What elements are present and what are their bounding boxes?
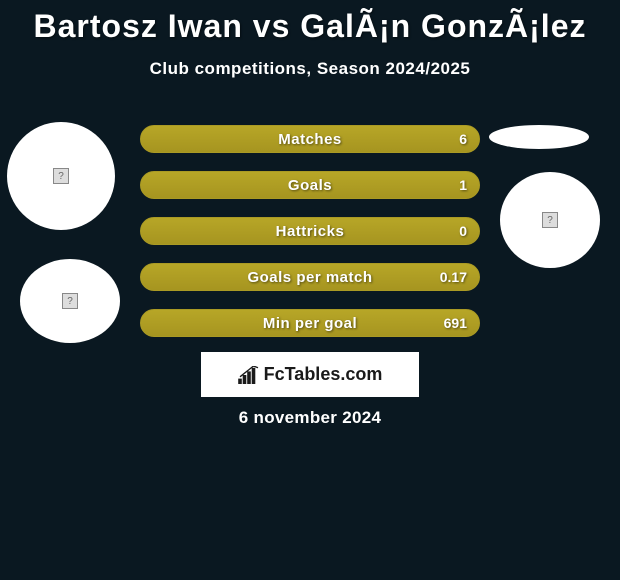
stat-label: Hattricks [276, 223, 345, 240]
logo-label: FcTables.com [264, 364, 383, 385]
comparison-title: Bartosz Iwan vs GalÃ¡n GonzÃ¡lez [0, 0, 620, 45]
stat-label: Goals [288, 177, 332, 194]
player-avatar-right: ? [500, 172, 600, 268]
season-subtitle: Club competitions, Season 2024/2025 [0, 59, 620, 79]
broken-image-icon: ? [53, 168, 69, 184]
stat-row: Hattricks 0 [140, 217, 480, 245]
stats-container: Matches 6 Goals 1 Hattricks 0 Goals per … [140, 125, 480, 355]
stat-label: Goals per match [247, 269, 372, 286]
stat-label: Matches [278, 131, 342, 148]
stat-row: Min per goal 691 [140, 309, 480, 337]
stat-label: Min per goal [263, 315, 357, 332]
stat-row: Matches 6 [140, 125, 480, 153]
player-avatar-left-1: ? [7, 122, 115, 230]
stat-value: 0 [459, 223, 467, 239]
fctables-logo: FcTables.com [201, 352, 419, 397]
stat-value: 691 [444, 315, 467, 331]
stat-value: 1 [459, 177, 467, 193]
broken-image-icon: ? [62, 293, 78, 309]
logo-text: FcTables.com [238, 364, 383, 385]
stat-row: Goals per match 0.17 [140, 263, 480, 291]
decorative-ellipse [489, 125, 589, 149]
bar-chart-icon [238, 366, 260, 384]
generation-date: 6 november 2024 [0, 408, 620, 428]
stat-value: 6 [459, 131, 467, 147]
stat-row: Goals 1 [140, 171, 480, 199]
broken-image-icon: ? [542, 212, 558, 228]
stat-value: 0.17 [440, 269, 467, 285]
player-avatar-left-2: ? [20, 259, 120, 343]
